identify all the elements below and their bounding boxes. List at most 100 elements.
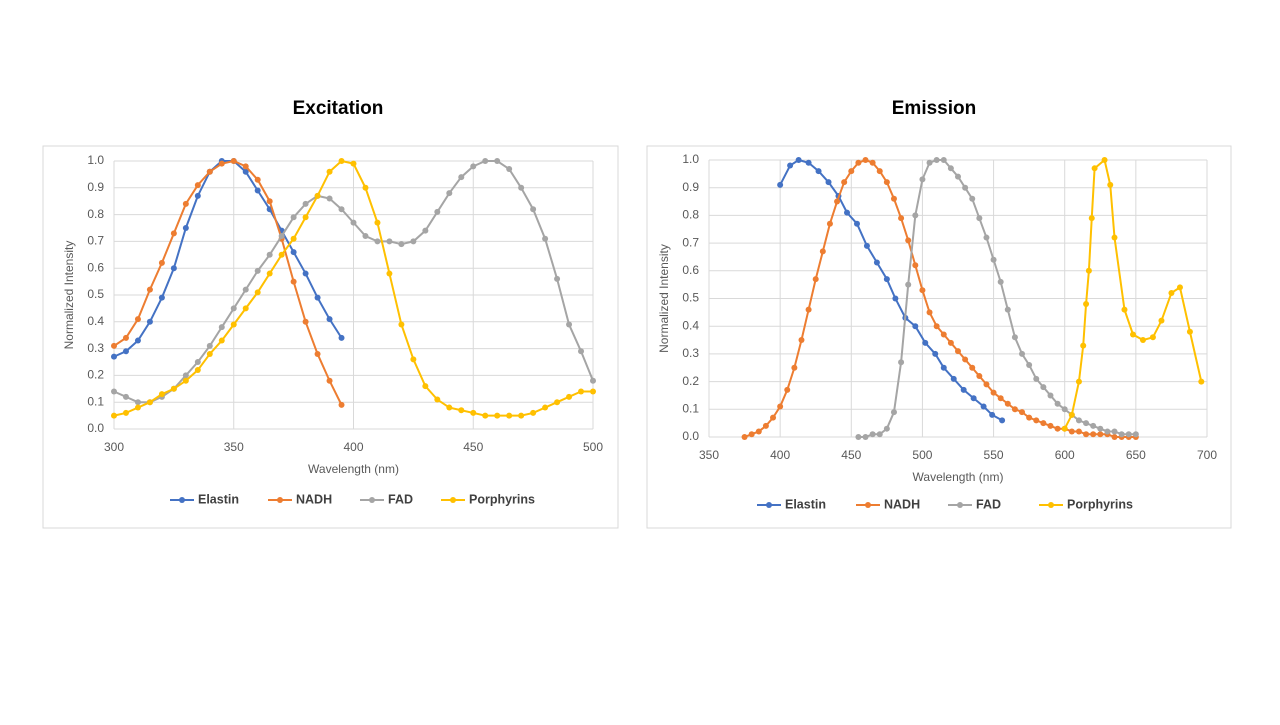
data-point — [1004, 306, 1011, 313]
data-point — [990, 256, 997, 263]
data-point — [254, 289, 261, 296]
data-point — [1111, 434, 1118, 440]
data-point — [762, 422, 769, 429]
data-point — [146, 318, 153, 325]
data-point — [111, 412, 117, 419]
x-tick-label: 450 — [463, 440, 483, 454]
data-point — [834, 198, 841, 205]
data-point — [254, 176, 261, 183]
legend-label: Porphyrins — [469, 492, 535, 506]
data-point — [883, 425, 890, 432]
data-point — [206, 350, 213, 357]
series-line — [858, 159, 1136, 438]
x-tick-label: 300 — [104, 440, 124, 454]
chart-frame — [42, 145, 619, 529]
data-point — [410, 356, 417, 363]
data-point — [111, 388, 117, 395]
data-point — [989, 411, 996, 418]
data-point — [1090, 422, 1097, 429]
data-point — [905, 237, 912, 244]
data-point — [158, 259, 165, 266]
data-point — [218, 160, 225, 167]
data-point — [1088, 215, 1095, 222]
y-tick-label: 0.1 — [87, 394, 104, 408]
data-point — [1107, 181, 1114, 188]
data-point — [242, 305, 249, 312]
data-point — [863, 242, 870, 249]
data-point — [542, 235, 549, 242]
data-point — [805, 306, 812, 313]
data-point — [932, 350, 939, 357]
data-point — [314, 192, 321, 199]
legend-symbol — [1048, 502, 1054, 508]
data-point — [1085, 267, 1092, 274]
legend-symbol — [369, 497, 375, 503]
data-point — [919, 287, 926, 294]
data-point — [590, 388, 596, 395]
data-point — [787, 162, 794, 169]
legend-label: Elastin — [198, 492, 239, 506]
data-point — [170, 230, 177, 237]
data-point — [784, 386, 791, 393]
data-point — [518, 184, 525, 191]
data-point — [266, 251, 273, 258]
data-point — [1158, 317, 1165, 324]
y-tick-label: 0.9 — [682, 180, 699, 194]
x-tick-label: 450 — [841, 448, 861, 462]
chart-title: Excitation — [293, 98, 384, 119]
data-point — [976, 215, 983, 222]
data-point — [812, 276, 819, 283]
y-tick-label: 0.0 — [87, 421, 104, 435]
data-point — [386, 238, 393, 245]
data-point — [1026, 361, 1033, 368]
y-tick-label: 0.9 — [87, 180, 104, 194]
data-point — [855, 434, 862, 440]
data-point — [206, 342, 213, 349]
data-point — [1068, 411, 1075, 418]
data-point — [266, 198, 273, 205]
data-point — [434, 208, 441, 215]
data-point — [506, 412, 513, 419]
data-point — [1091, 165, 1098, 172]
chart: Excitation 0.0 0.1 0.2 0.3 0.4 0.5 0.6 0.7 0.8 0.9… — [42, 98, 619, 529]
x-tick-label: 550 — [984, 448, 1004, 462]
data-point — [530, 206, 537, 213]
data-point — [969, 364, 976, 371]
data-point — [976, 373, 983, 380]
data-point — [876, 431, 883, 438]
data-point — [122, 409, 129, 416]
data-point — [926, 309, 933, 316]
data-point — [122, 393, 129, 400]
x-axis-label: Wavelength (nm) — [913, 470, 1004, 484]
data-point — [302, 214, 309, 221]
data-point — [933, 323, 940, 330]
data-point — [855, 159, 862, 166]
data-point — [194, 192, 201, 199]
data-point — [134, 399, 141, 406]
data-point — [1090, 431, 1097, 438]
data-point — [290, 249, 297, 256]
data-point — [848, 168, 855, 175]
data-point — [912, 262, 919, 269]
data-point — [983, 381, 990, 388]
data-point — [1111, 234, 1118, 241]
y-tick-label: 0.8 — [682, 208, 699, 222]
data-point — [969, 195, 976, 202]
data-point — [999, 417, 1006, 424]
data-point — [542, 404, 549, 411]
data-point — [278, 251, 285, 258]
data-point — [254, 187, 261, 194]
data-point — [795, 157, 802, 163]
chart: Emission 0.0 0.1 0.2 0.3 0.4 0.5 0.6 0.7 0.8 0.9 1.… — [646, 98, 1232, 529]
data-point — [422, 383, 429, 390]
data-point — [1083, 301, 1090, 308]
legend-label: FAD — [976, 497, 1001, 511]
data-point — [338, 334, 345, 341]
data-point — [1132, 431, 1139, 438]
data-point — [869, 159, 876, 166]
data-point — [290, 214, 297, 221]
data-point — [926, 159, 933, 166]
data-point — [362, 233, 369, 240]
data-point — [912, 323, 919, 330]
y-tick-label: 1.0 — [682, 152, 699, 166]
